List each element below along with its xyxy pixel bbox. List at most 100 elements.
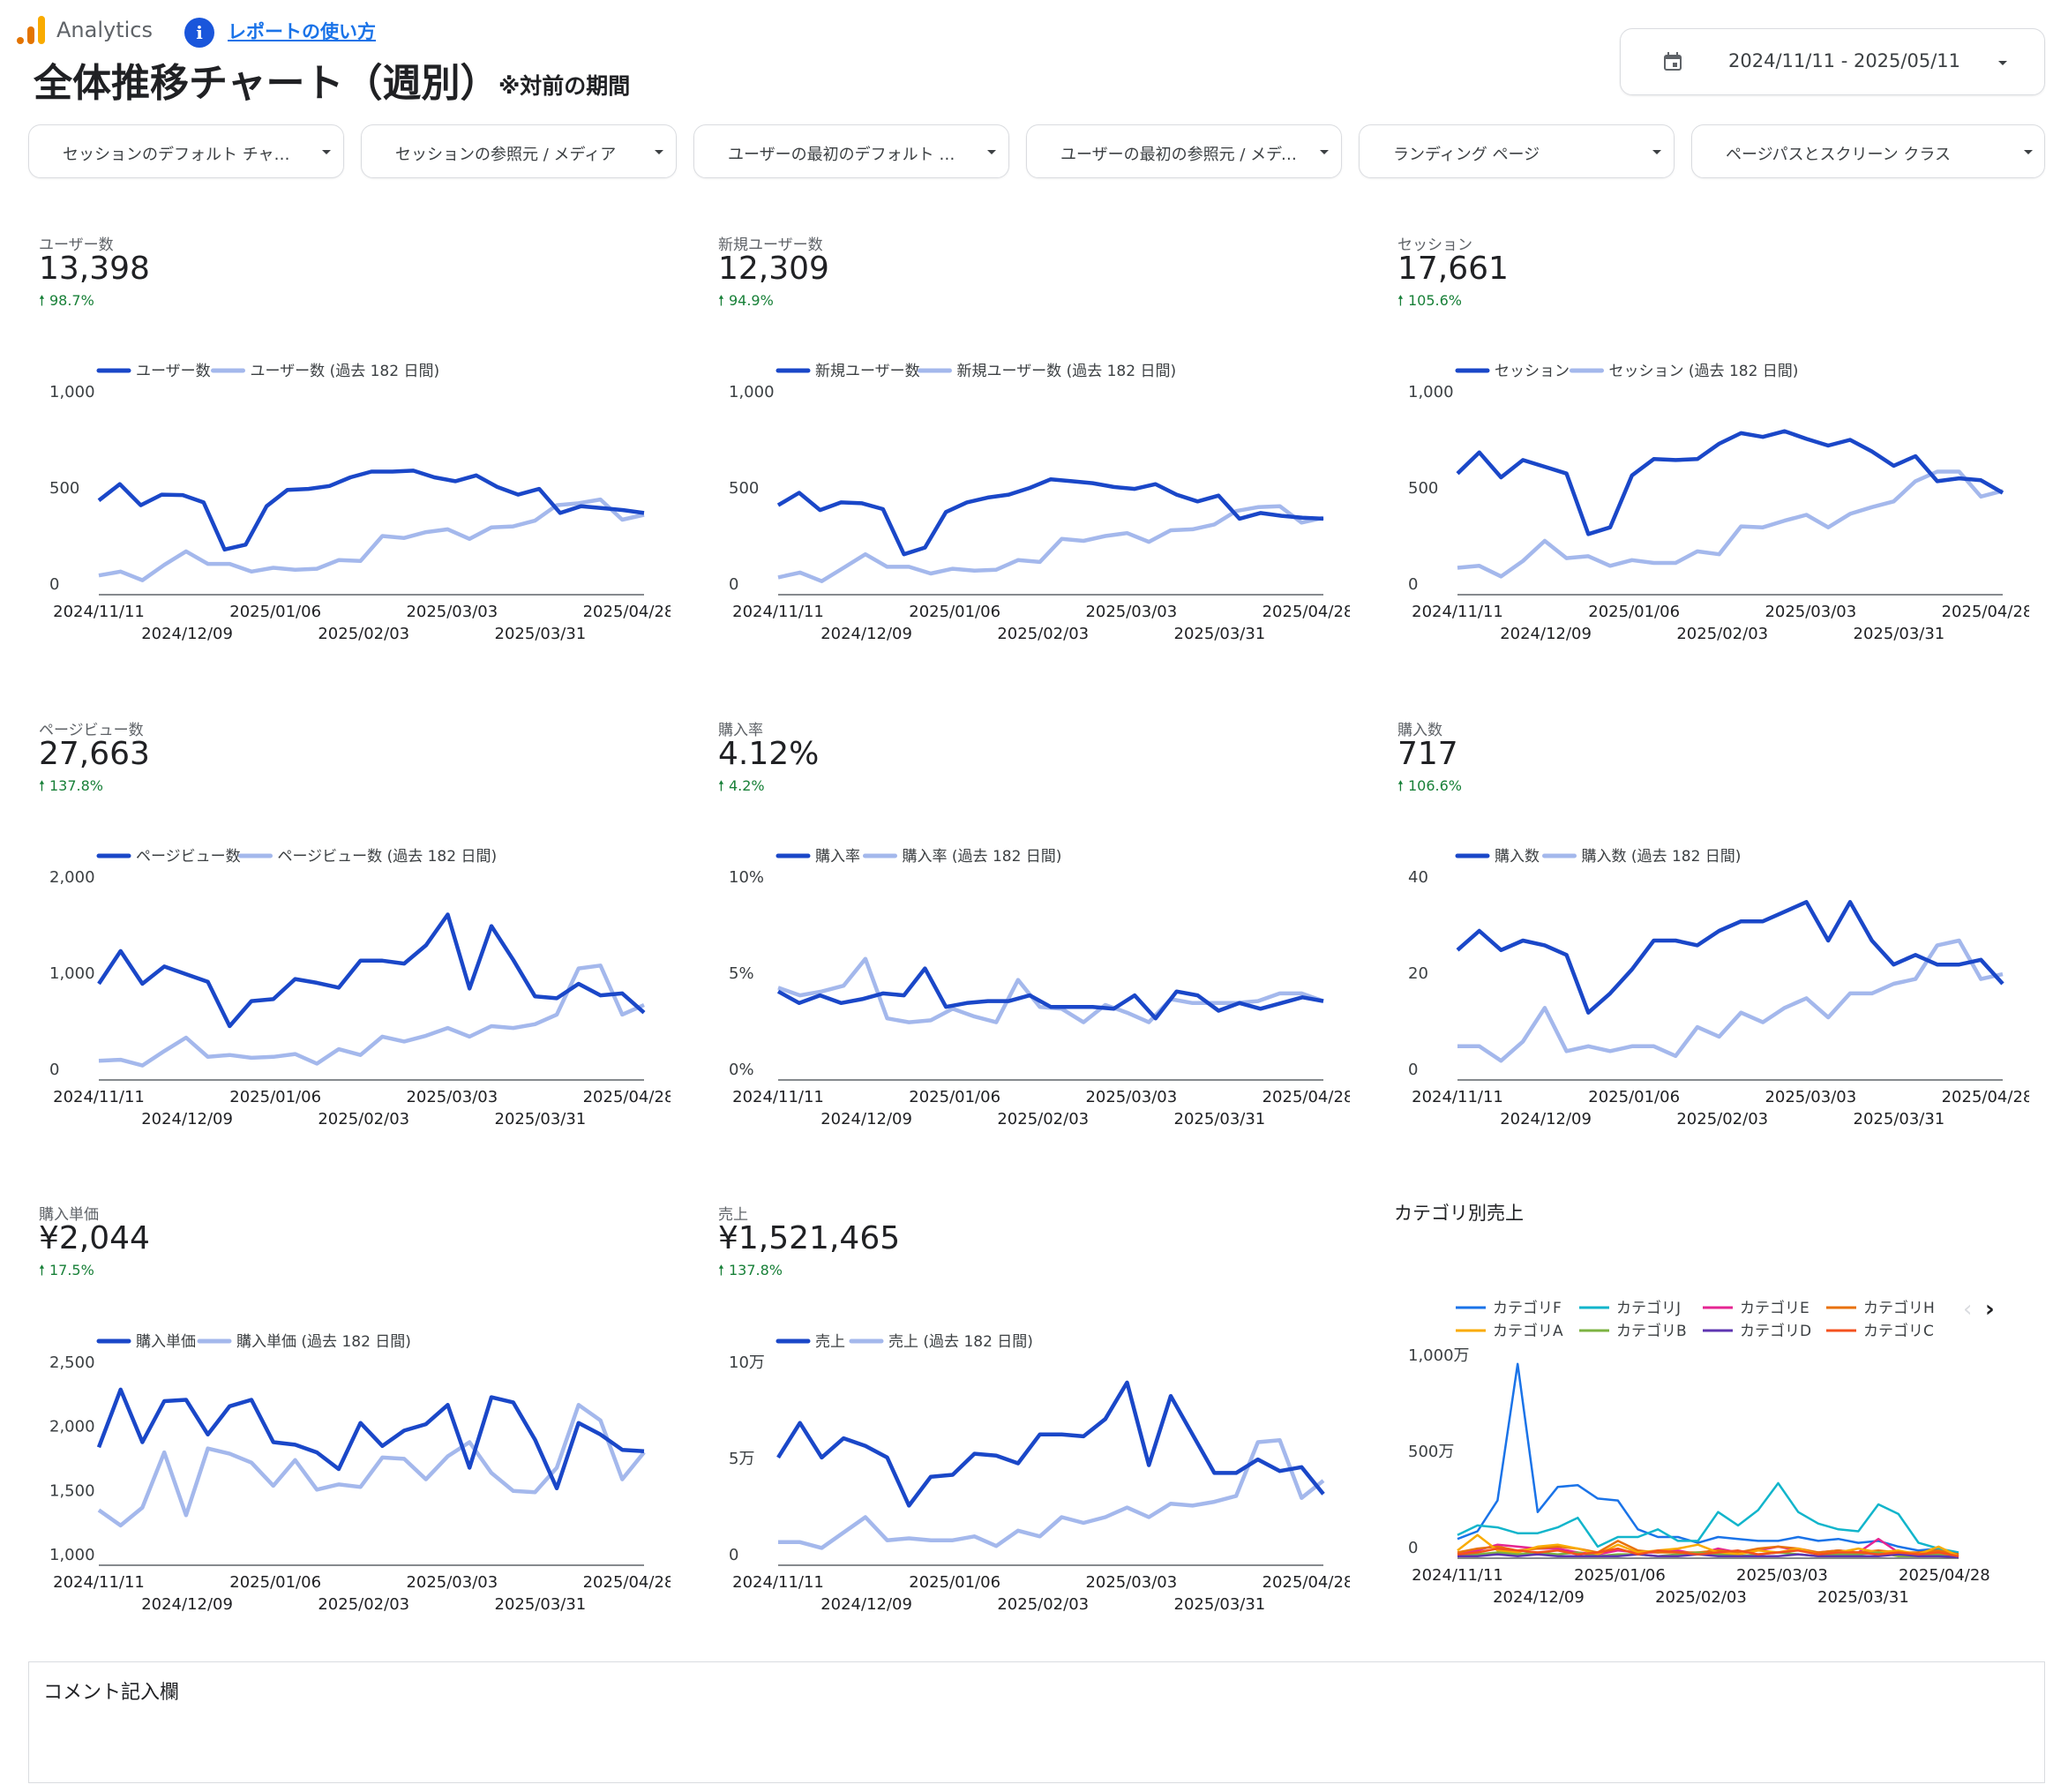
pageviews-line-chart: ページビュー数 ページビュー数 (過去 182 日間) 0 1,000 2,000 202… — [49, 848, 671, 1128]
legend-label: カテゴリF — [1493, 1299, 1562, 1317]
chevron-left-icon[interactable]: ‹ — [1963, 1296, 1972, 1323]
kpi-value-pageviews: 27,663 — [39, 736, 150, 772]
x-tick-label: 2025/03/03 — [1085, 1573, 1177, 1592]
y-tick-label: 5万 — [729, 1450, 754, 1468]
y-tick-label: 500 — [49, 479, 79, 498]
help-link[interactable]: レポートの使い方 — [228, 21, 376, 42]
x-tick-label: 2025/04/28 — [583, 1573, 671, 1592]
chevron-down-icon — [1652, 150, 1661, 154]
x-tick-label: 2025/02/03 — [318, 625, 409, 643]
legend-label: 新規ユーザー数 (過去 182 日間) — [957, 363, 1177, 380]
page-subtitle: ※対前の期間 — [498, 73, 631, 99]
date-range-text: 2024/11/11 - 2025/05/11 — [1728, 50, 1961, 71]
series-line — [776, 1380, 1325, 1508]
x-tick-label: 2024/11/11 — [53, 603, 145, 621]
x-tick-label: 2025/01/06 — [1574, 1566, 1666, 1585]
legend-label: カテゴリC — [1863, 1322, 1934, 1340]
filter-session-source-medium[interactable]: セッションの参照元 / メディア — [361, 124, 677, 178]
kpi-delta-purchase-rate: 🠕 4.2% — [718, 777, 765, 794]
y-tick-label: 0 — [49, 1061, 59, 1079]
category-chart-title: カテゴリ別売上 — [1394, 1203, 1524, 1224]
comment-label: コメント記入欄 — [43, 1682, 180, 1704]
x-tick-label: 2025/04/28 — [1899, 1566, 1990, 1585]
x-tick-label: 2025/03/31 — [495, 625, 587, 643]
x-tick-label: 2024/11/11 — [1412, 603, 1503, 621]
info-icon[interactable]: i — [184, 18, 214, 48]
x-tick-label: 2025/02/03 — [1676, 1110, 1768, 1128]
kpi-label-users: ユーザー数 — [39, 236, 114, 254]
x-tick-label: 2025/03/03 — [406, 603, 498, 621]
legend-label: 購入単価 (過去 182 日間) — [236, 1333, 411, 1351]
legend-label: 購入率 — [815, 848, 860, 866]
y-tick-label: 0 — [49, 575, 59, 594]
y-tick-label: 1,000 — [1408, 383, 1454, 401]
legend-label: 購入数 (過去 182 日間) — [1582, 848, 1742, 866]
legend-label: ページビュー数 (過去 182 日間) — [278, 848, 498, 866]
x-tick-label: 2025/01/06 — [229, 603, 321, 621]
y-tick-label: 40 — [1408, 868, 1428, 887]
chevron-down-icon — [2024, 150, 2033, 154]
kpi-value-revenue: ¥1,521,465 — [718, 1220, 901, 1256]
y-tick-label: 10万 — [729, 1353, 765, 1372]
series-line — [98, 963, 645, 1068]
legend-label: ユーザー数 (過去 182 日間) — [251, 363, 440, 380]
chevron-right-icon[interactable]: › — [1985, 1296, 1995, 1323]
sessions-line-chart: セッション セッション (過去 182 日間) 0 500 1,000 2024/11/1… — [1408, 363, 2029, 643]
x-tick-label: 2025/01/06 — [229, 1573, 321, 1592]
filter-session-channel-group[interactable]: セッションのデフォルト チャネル グループ — [28, 124, 344, 178]
kpi-label-new-users: 新規ユーザー数 — [718, 236, 823, 254]
filter-first-user-source-medium[interactable]: ユーザーの最初の参照元 / メディア — [1026, 124, 1342, 178]
y-tick-label: 1,000 — [729, 383, 775, 401]
chevron-down-icon — [987, 150, 996, 154]
x-tick-label: 2025/03/31 — [1817, 1588, 1909, 1607]
x-tick-label: 2024/12/09 — [141, 1110, 233, 1128]
filter-label: セッションの参照元 / メディア — [395, 146, 617, 164]
legend-label: ユーザー数 — [136, 363, 211, 380]
y-tick-label: 0 — [729, 1546, 738, 1564]
x-tick-label: 2025/03/03 — [1736, 1566, 1828, 1585]
x-tick-label: 2025/01/06 — [909, 1088, 1000, 1106]
legend-label: 売上 — [815, 1333, 845, 1351]
y-tick-label: 0 — [1408, 1061, 1418, 1079]
x-tick-label: 2024/12/09 — [1493, 1588, 1585, 1607]
comment-box[interactable]: コメント記入欄 — [28, 1661, 2045, 1783]
chevron-down-icon — [1998, 61, 2007, 65]
users-line-chart: ユーザー数 ユーザー数 (過去 182 日間) 0 500 1,000 2024/11/1… — [49, 363, 671, 643]
x-tick-label: 2025/01/06 — [1588, 1088, 1680, 1106]
x-tick-label: 2024/12/09 — [820, 1110, 912, 1128]
kpi-value-purchases: 717 — [1397, 736, 1458, 772]
kpi-value-users: 13,398 — [39, 251, 150, 287]
x-tick-label: 2025/03/03 — [406, 1088, 498, 1106]
delta-value: 106.6% — [1407, 777, 1462, 794]
filter-first-user-channel-group[interactable]: ユーザーの最初のデフォルト チャネル グループ — [693, 124, 1009, 178]
legend-label: セッション — [1495, 363, 1570, 380]
x-tick-label: 2024/11/11 — [732, 603, 824, 621]
x-tick-label: 2025/03/31 — [495, 1595, 587, 1614]
filter-landing-page[interactable]: ランディング ページ — [1359, 124, 1675, 178]
x-tick-label: 2025/02/03 — [997, 1110, 1089, 1128]
delta-value: 137.8% — [728, 1262, 783, 1278]
date-range-picker[interactable]: 2024/11/11 - 2025/05/11 — [1620, 28, 2045, 95]
filter-page-path-screen-class[interactable]: ページパスとスクリーン クラス — [1691, 124, 2045, 178]
purchases-line-chart: 購入数 購入数 (過去 182 日間) 0 20 40 2024/11/11 2025/01… — [1408, 848, 2029, 1128]
x-tick-label: 2025/02/03 — [318, 1110, 409, 1128]
x-tick-label: 2025/04/28 — [583, 603, 671, 621]
kpi-label-purchase-rate: 購入率 — [718, 722, 763, 739]
series-line — [1457, 1553, 1959, 1559]
x-tick-label: 2024/12/09 — [820, 625, 912, 643]
y-tick-label: 0 — [729, 575, 738, 594]
series-line — [778, 1438, 1325, 1550]
kpi-value-avg-order: ¥2,044 — [39, 1220, 150, 1256]
chevron-down-icon — [1320, 150, 1329, 154]
y-tick-label: 10% — [729, 868, 764, 887]
legend-label: カテゴリD — [1740, 1322, 1811, 1340]
series-line — [777, 956, 1324, 1024]
category-revenue-line-chart: カテゴリF カテゴリJ カテゴリE カテゴリH カテゴリA カテゴリB カテゴリD カテゴリC… — [1408, 1296, 1995, 1607]
delta-value: 4.2% — [728, 777, 765, 794]
y-tick-label: 500 — [1408, 479, 1438, 498]
x-tick-label: 2025/04/28 — [583, 1088, 671, 1106]
x-tick-label: 2025/02/03 — [997, 1595, 1089, 1614]
legend-label: セッション (過去 182 日間) — [1609, 363, 1799, 380]
legend-label: カテゴリH — [1863, 1299, 1935, 1317]
series-line — [97, 1403, 646, 1528]
